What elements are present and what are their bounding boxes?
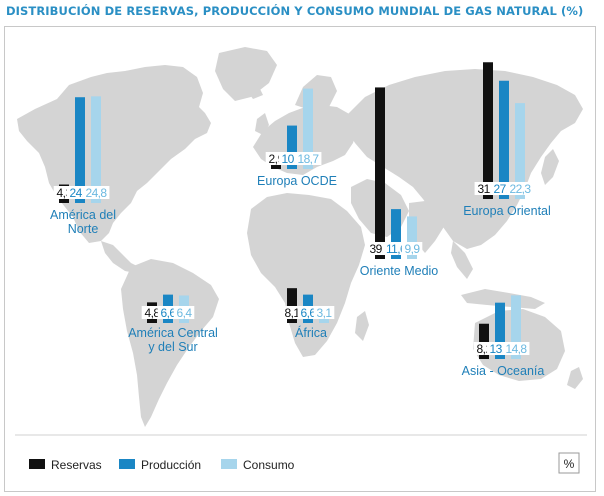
legend-swatch-consumo: [221, 459, 237, 469]
region-label-asia-oceania: Asia - Oceanía: [462, 364, 545, 378]
bar-value-bg-africa-reservas: [281, 306, 303, 319]
bar-value-bg-america-central-y-del-sur-consumo: [173, 306, 195, 319]
map-africa: [247, 193, 365, 357]
legend-swatch-reservas: [29, 459, 45, 469]
bar-oriente-medio-produccion: [391, 209, 401, 259]
unit-box: %: [558, 452, 580, 474]
map-uk: [255, 113, 269, 135]
bar-value-america-central-y-del-sur-reservas: 4,8: [145, 306, 161, 320]
bar-value-africa-consumo: 3,1: [317, 306, 333, 320]
legend-item-consumo: Consumo: [221, 458, 295, 472]
bar-europa-oriental-reservas: [483, 62, 493, 200]
bar-value-europa-ocde-consumo: 18,7: [298, 152, 320, 166]
unit-box-frame: [558, 452, 580, 474]
bar-america-del-norte-produccion: [75, 97, 85, 203]
map-scandinavia: [295, 75, 337, 111]
legend: Reservas Producción Consumo: [29, 458, 295, 472]
bar-value-bg-america-del-norte-consumo: [82, 186, 110, 199]
bar-europa-ocde-produccion: [287, 125, 297, 169]
chart-frame: 4,3 24,6 24,8 2,9 10,1 18,7 31,8 27,5 22,3 39,9 11…: [4, 26, 596, 492]
bar-value-africa-produccion: 6,6: [301, 306, 317, 320]
bar-oriente-medio-consumo: [407, 216, 417, 259]
map-india: [409, 201, 445, 253]
bar-value-america-del-norte-consumo: 24,8: [86, 186, 108, 200]
bar-value-oriente-medio-consumo: 9,9: [405, 242, 421, 256]
bar-oriente-medio-reservas: [375, 87, 385, 260]
bar-africa-reservas: [287, 288, 297, 323]
region-label-europa-oriental: Europa Oriental: [463, 204, 551, 218]
legend-label-reservas: Reservas: [51, 458, 102, 472]
legend-label-produccion: Producción: [141, 458, 201, 472]
unit-label: %: [564, 457, 575, 471]
bar-value-bg-oriente-medio-consumo: [401, 242, 423, 255]
map-iceland: [247, 87, 263, 99]
map-central-america: [101, 241, 139, 273]
map-japan: [541, 149, 559, 185]
bar-value-bg-america-central-y-del-sur-produccion: [157, 306, 179, 319]
bar-europa-ocde-consumo: [303, 88, 313, 169]
bar-value-america-central-y-del-sur-produccion: 6,6: [161, 306, 177, 320]
region-label-europa-ocde: Europa OCDE: [257, 174, 337, 188]
bar-value-europa-oriental-consumo: 22,3: [510, 182, 532, 196]
map-indonesia: [461, 289, 545, 309]
region-label-america-del-norte-line2: Norte: [68, 222, 99, 236]
legend-item-produccion: Producción: [119, 458, 201, 472]
legend-item-reservas: Reservas: [29, 458, 102, 472]
map-greenland: [215, 47, 277, 101]
bar-value-bg-africa-produccion: [297, 306, 319, 319]
region-label-america-central-y-del-sur-line2: y del Sur: [148, 340, 197, 354]
legend-swatch-produccion: [119, 459, 135, 469]
bars-layer: 4,324,624,82,910,118,731,827,522,339,911…: [53, 62, 534, 359]
region-label-america-central-y-del-sur: América Central: [128, 326, 218, 340]
bar-asia-oceania-reservas: [479, 323, 489, 359]
bar-value-bg-asia-oceania-consumo: [502, 342, 530, 355]
region-label-oriente-medio: Oriente Medio: [360, 264, 439, 278]
region-label-africa: África: [295, 325, 327, 340]
map-new-zealand: [567, 367, 583, 389]
legend-label-consumo: Consumo: [243, 458, 295, 472]
bar-value-bg-europa-oriental-consumo: [506, 182, 534, 195]
bar-value-bg-america-central-y-del-sur-reservas: [141, 306, 163, 319]
chart-svg: 4,324,624,82,910,118,731,827,522,339,911…: [15, 47, 587, 474]
region-label-america-del-norte: América del: [50, 208, 116, 222]
bar-value-asia-oceania-consumo: 14,8: [506, 342, 528, 356]
bar-europa-oriental-produccion: [499, 80, 509, 199]
bar-value-africa-reservas: 8,1: [285, 306, 301, 320]
map-madagascar: [355, 311, 369, 341]
bar-europa-oriental-consumo: [515, 103, 525, 199]
bar-value-america-central-y-del-sur-consumo: 6,4: [177, 306, 193, 320]
bar-value-bg-africa-consumo: [313, 306, 335, 319]
bar-asia-oceania-consumo: [511, 295, 521, 359]
chart-title: DISTRIBUCIÓN DE RESERVAS, PRODUCCIÓN Y C…: [6, 4, 584, 18]
bar-asia-oceania-produccion: [495, 302, 505, 359]
bar-value-bg-europa-ocde-consumo: [294, 152, 322, 165]
bar-america-del-norte-consumo: [91, 96, 101, 203]
map-se-asia: [451, 241, 473, 279]
map-south-america: [121, 259, 219, 427]
